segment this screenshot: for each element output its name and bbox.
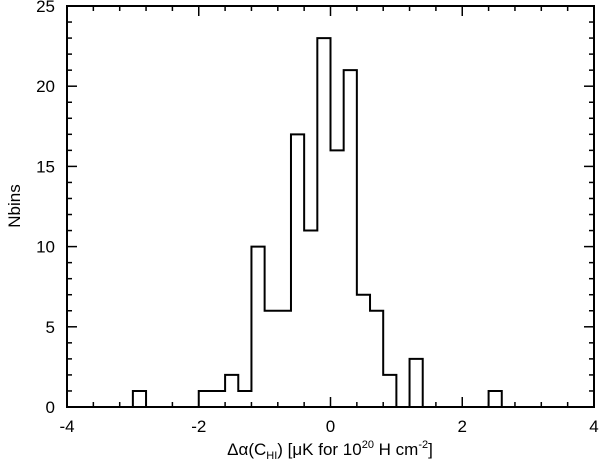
y-tick-label: 20 bbox=[36, 77, 55, 96]
y-tick-label: 5 bbox=[46, 318, 55, 337]
y-axis-label: Nbins bbox=[5, 184, 24, 227]
y-tick-label: 10 bbox=[36, 238, 55, 257]
y-tick-label: 25 bbox=[36, 0, 55, 16]
x-tick-label: 2 bbox=[458, 417, 467, 436]
x-tick-label: -2 bbox=[191, 417, 206, 436]
histogram-outline bbox=[131, 37, 503, 408]
x-tick-label: 0 bbox=[326, 417, 335, 436]
x-tick-label: 4 bbox=[589, 417, 598, 436]
x-tick-label: -4 bbox=[59, 417, 74, 436]
y-tick-label: 0 bbox=[46, 398, 55, 417]
y-tick-labels: 0 5 10 15 20 25 bbox=[36, 0, 55, 417]
x-axis-label: Δα(CHI) [μK for 1020 H cm-2] bbox=[227, 439, 433, 462]
x-tick-labels: -4 -2 0 2 4 bbox=[59, 417, 598, 436]
axis-ticks bbox=[66, 5, 595, 408]
y-tick-label: 15 bbox=[36, 157, 55, 176]
